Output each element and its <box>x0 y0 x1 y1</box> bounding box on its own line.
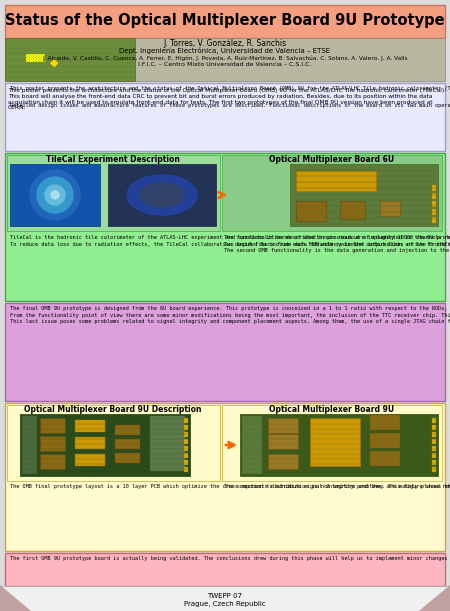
FancyBboxPatch shape <box>380 201 400 216</box>
Text: ◆: ◆ <box>50 58 58 68</box>
FancyBboxPatch shape <box>40 436 65 451</box>
FancyBboxPatch shape <box>222 405 442 481</box>
Circle shape <box>37 177 73 213</box>
FancyBboxPatch shape <box>150 416 185 471</box>
FancyBboxPatch shape <box>115 439 140 449</box>
FancyBboxPatch shape <box>5 5 445 38</box>
Text: The final OMB 9U prototype is designed from the 6U board experience. This protot: The final OMB 9U prototype is designed f… <box>10 306 450 324</box>
FancyBboxPatch shape <box>268 418 298 433</box>
Polygon shape <box>140 183 184 207</box>
FancyBboxPatch shape <box>40 418 65 433</box>
Text: TileCal Experiment Description: TileCal Experiment Description <box>46 156 180 164</box>
Polygon shape <box>0 586 30 611</box>
FancyBboxPatch shape <box>370 415 400 430</box>
FancyBboxPatch shape <box>115 425 140 435</box>
FancyBboxPatch shape <box>5 403 445 551</box>
FancyBboxPatch shape <box>184 467 188 472</box>
Text: ▓▓▓: ▓▓▓ <box>25 53 45 62</box>
FancyBboxPatch shape <box>5 38 445 81</box>
FancyBboxPatch shape <box>432 185 436 191</box>
FancyBboxPatch shape <box>310 418 360 466</box>
Text: TileCal is the hadronic tile calorimeter of the ATLAS-LHC experiment and consist: TileCal is the hadronic tile calorimeter… <box>10 235 450 247</box>
FancyBboxPatch shape <box>184 432 188 437</box>
FancyBboxPatch shape <box>340 201 365 219</box>
Text: Status of the Optical Multiplexer Board 9U Prototype: Status of the Optical Multiplexer Board … <box>5 13 445 29</box>
FancyBboxPatch shape <box>75 454 105 466</box>
FancyBboxPatch shape <box>268 434 298 449</box>
FancyBboxPatch shape <box>222 155 442 231</box>
Text: J. Torres, V. González, R. Sanchis: J. Torres, V. González, R. Sanchis <box>163 40 287 48</box>
FancyBboxPatch shape <box>370 433 400 448</box>
FancyBboxPatch shape <box>268 454 298 469</box>
Text: The first OMB 9U prototype board is actually being validated. The conclusions dr: The first OMB 9U prototype board is actu… <box>10 556 450 561</box>
FancyBboxPatch shape <box>184 453 188 458</box>
FancyBboxPatch shape <box>432 439 436 444</box>
FancyBboxPatch shape <box>432 418 436 423</box>
Circle shape <box>30 170 80 220</box>
FancyBboxPatch shape <box>75 420 105 432</box>
Text: Optical Multiplexer Board 6U: Optical Multiplexer Board 6U <box>270 156 395 164</box>
FancyBboxPatch shape <box>432 453 436 458</box>
Circle shape <box>51 191 59 199</box>
FancyBboxPatch shape <box>108 164 216 226</box>
FancyBboxPatch shape <box>296 201 326 221</box>
FancyBboxPatch shape <box>75 437 105 449</box>
Polygon shape <box>127 175 197 215</box>
FancyBboxPatch shape <box>432 209 436 215</box>
Circle shape <box>45 185 65 205</box>
FancyBboxPatch shape <box>184 425 188 430</box>
FancyBboxPatch shape <box>290 164 438 226</box>
Text: Detailed design issues and manufacture features of these prototypes are describe: Detailed design issues and manufacture f… <box>10 103 450 108</box>
FancyBboxPatch shape <box>20 414 190 476</box>
Text: Dept. Ingeniería Electrónica, Universidad de Valencia – ETSE: Dept. Ingeniería Electrónica, Universida… <box>119 48 331 54</box>
FancyBboxPatch shape <box>22 416 37 474</box>
FancyBboxPatch shape <box>184 439 188 444</box>
Text: Optical Multiplexer Board 9U Description: Optical Multiplexer Board 9U Description <box>24 406 202 414</box>
Text: This poster presents the architecture and the status of the Optical Multiplexer : This poster presents the architecture an… <box>10 86 450 91</box>
FancyBboxPatch shape <box>432 460 436 465</box>
Text: The components distribution is not uniform and they are mainly placed near the f: The components distribution is not unifo… <box>224 484 450 489</box>
FancyBboxPatch shape <box>242 416 262 474</box>
Text: Optical Multiplexer Board 9U: Optical Multiplexer Board 9U <box>270 406 395 414</box>
FancyBboxPatch shape <box>296 171 376 191</box>
FancyBboxPatch shape <box>184 460 188 465</box>
Text: The OMB final prototype layout is a 10 layer PCB which optimize the cross-sectio: The OMB final prototype layout is a 10 l… <box>10 484 450 489</box>
FancyBboxPatch shape <box>432 446 436 451</box>
FancyBboxPatch shape <box>432 193 436 199</box>
FancyBboxPatch shape <box>5 38 135 81</box>
FancyBboxPatch shape <box>184 418 188 423</box>
Text: The functionalities described in previous are implemented in the 6U prototype of: The functionalities described in previou… <box>224 235 450 253</box>
FancyBboxPatch shape <box>370 451 400 466</box>
FancyBboxPatch shape <box>7 405 220 481</box>
Text: J. Alcaide, V. Castillo, C. Cuenca, A. Ferrer, E. Higón, J. Poveda, A. Ruiz-Mart: J. Alcaide, V. Castillo, C. Cuenca, A. F… <box>42 55 408 60</box>
FancyBboxPatch shape <box>115 453 140 463</box>
FancyBboxPatch shape <box>5 153 445 301</box>
FancyBboxPatch shape <box>0 586 450 611</box>
FancyBboxPatch shape <box>184 446 188 451</box>
FancyBboxPatch shape <box>10 164 100 226</box>
Text: This poster presents the architecture and the status of the Optical Multiplexer : This poster presents the architecture an… <box>8 88 446 111</box>
FancyBboxPatch shape <box>432 432 436 437</box>
FancyBboxPatch shape <box>432 425 436 430</box>
Text: Prague, Czech Republic: Prague, Czech Republic <box>184 601 266 607</box>
FancyBboxPatch shape <box>5 553 445 586</box>
FancyBboxPatch shape <box>5 303 445 401</box>
Polygon shape <box>420 586 450 611</box>
FancyBboxPatch shape <box>7 155 220 231</box>
Text: I.F.I.C. – Centro Mixto Universidad de Valencia – C.S.I.C.: I.F.I.C. – Centro Mixto Universidad de V… <box>138 62 312 67</box>
FancyBboxPatch shape <box>5 83 445 151</box>
Text: TWEPP 07: TWEPP 07 <box>207 593 243 599</box>
FancyBboxPatch shape <box>432 467 436 472</box>
FancyBboxPatch shape <box>432 217 436 223</box>
FancyBboxPatch shape <box>432 201 436 207</box>
FancyBboxPatch shape <box>40 454 65 469</box>
FancyBboxPatch shape <box>240 414 438 476</box>
